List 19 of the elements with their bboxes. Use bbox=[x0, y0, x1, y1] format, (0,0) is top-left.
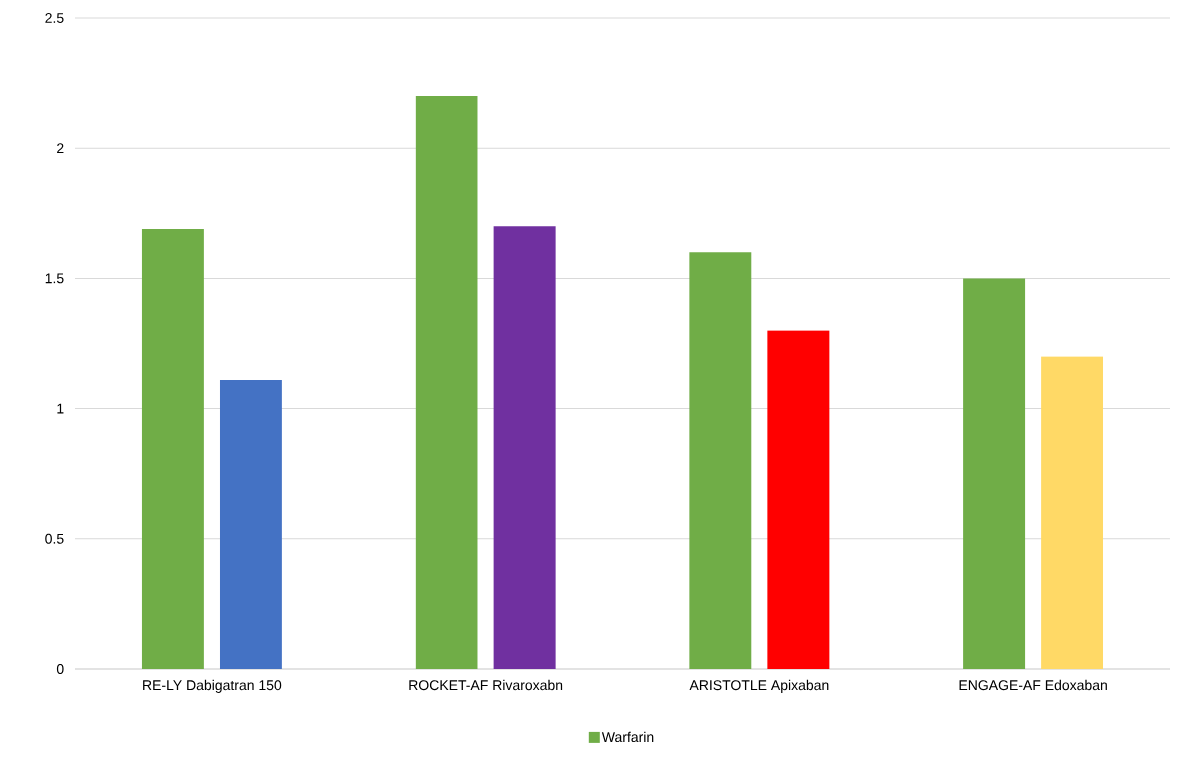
x-tick-label: RE-LY Dabigatran 150 bbox=[143, 679, 282, 693]
legend-label: Warfarin bbox=[601, 731, 654, 743]
y-tick-label: 2.5 bbox=[45, 13, 64, 23]
bar bbox=[1041, 356, 1104, 669]
y-tick-label: 0.5 bbox=[45, 533, 64, 544]
bar bbox=[689, 252, 752, 669]
y-tick-label: 2 bbox=[57, 143, 64, 154]
x-tick-label: ARISTOTLE Apixaban bbox=[689, 679, 829, 693]
bar bbox=[219, 379, 282, 669]
y-tick-label: 0 bbox=[56, 664, 64, 674]
y-tick-label: 1 bbox=[57, 403, 64, 414]
bar bbox=[767, 330, 830, 669]
bar bbox=[415, 96, 478, 669]
bar bbox=[141, 228, 204, 669]
bar bbox=[963, 278, 1026, 669]
bar bbox=[493, 226, 556, 669]
x-tick-label: ROCKET-AF Rivaroxabn bbox=[409, 679, 563, 691]
x-tick-label: ENGAGE-AF Edoxaban bbox=[959, 679, 1107, 691]
y-tick-label: 1.5 bbox=[45, 273, 64, 284]
